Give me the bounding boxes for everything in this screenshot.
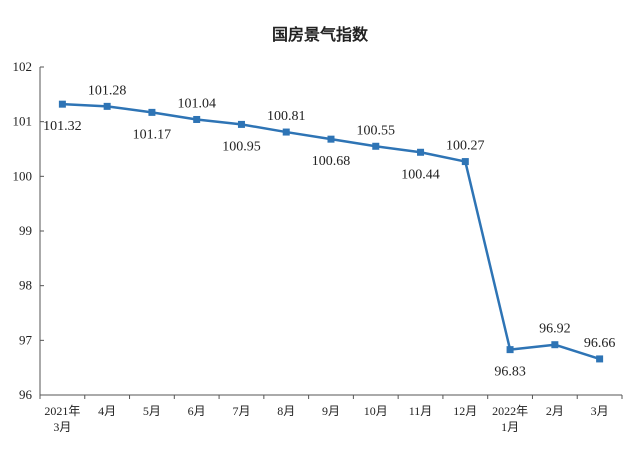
x-tick-label: 6月 — [188, 404, 206, 418]
data-label: 100.44 — [401, 167, 440, 182]
x-tick-label: 2021年 — [44, 404, 80, 418]
x-tick-label: 1月 — [501, 420, 519, 434]
data-label: 100.95 — [222, 139, 261, 154]
data-label: 96.66 — [584, 336, 616, 351]
data-point — [237, 120, 245, 128]
y-tick-label: 101 — [13, 114, 33, 129]
axes: 96 97 98 99 100 101 102 2021年 3月 4月 5月 6月 7月 8月 9月 10月 1… — [13, 59, 623, 434]
x-tick-label: 10月 — [364, 404, 388, 418]
data-label: 101.28 — [88, 83, 127, 98]
x-tick-label: 3月 — [591, 404, 609, 418]
y-tick-label: 98 — [19, 278, 32, 293]
x-tick-label: 2月 — [546, 404, 564, 418]
x-tick-label: 7月 — [232, 404, 250, 418]
series — [58, 100, 604, 363]
x-tick-label: 4月 — [98, 404, 116, 418]
data-label: 101.17 — [133, 127, 172, 142]
data-point — [461, 158, 469, 166]
data-label: 100.55 — [357, 123, 396, 138]
data-label: 101.04 — [177, 96, 216, 111]
data-label: 101.32 — [43, 119, 82, 134]
data-point — [148, 108, 156, 116]
y-tick-label: 97 — [19, 332, 33, 347]
x-tick-label: 12月 — [453, 404, 477, 418]
x-tick-label: 11月 — [409, 404, 433, 418]
data-point — [193, 115, 201, 123]
data-point — [103, 102, 111, 110]
data-point — [417, 148, 425, 156]
data-label: 96.83 — [494, 365, 526, 380]
data-point — [327, 135, 335, 143]
x-tick-label: 9月 — [322, 404, 340, 418]
chart-title: 国房景气指数 — [272, 25, 369, 44]
data-label: 100.81 — [267, 109, 306, 124]
data-point — [506, 346, 514, 354]
data-point — [551, 341, 559, 349]
x-tick-label: 3月 — [53, 420, 71, 434]
data-label: 96.92 — [539, 322, 571, 337]
data-point — [372, 142, 380, 150]
x-tick-label: 8月 — [277, 404, 295, 418]
y-tick-label: 100 — [13, 168, 33, 183]
y-tick-label: 102 — [13, 59, 33, 74]
data-label: 100.27 — [446, 139, 485, 154]
data-labels: 101.32 101.28 101.17 101.04 100.95 100.81 100.… — [43, 83, 615, 379]
y-tick-label: 99 — [19, 223, 32, 238]
data-point — [596, 355, 604, 363]
y-tick-label: 96 — [19, 387, 33, 402]
data-point — [58, 100, 66, 108]
data-point — [282, 128, 290, 136]
x-tick-label: 2022年 — [492, 404, 528, 418]
x-tick-label: 5月 — [143, 404, 161, 418]
data-label: 100.68 — [312, 154, 351, 169]
